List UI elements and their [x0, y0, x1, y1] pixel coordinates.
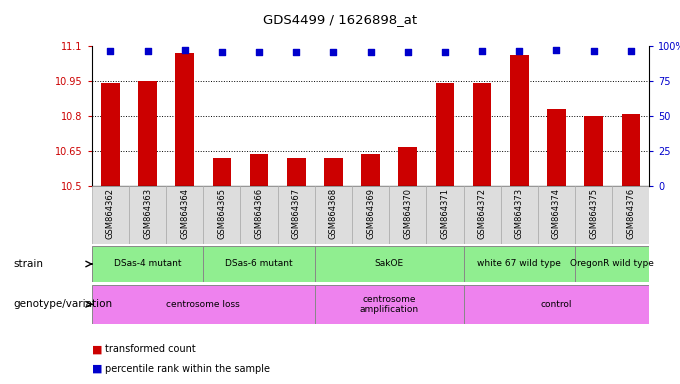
Point	[142, 48, 153, 54]
Bar	[464, 247, 575, 281]
Bar	[92, 186, 129, 244]
Text: white 67 wild type: white 67 wild type	[477, 260, 561, 268]
Text: GSM864364: GSM864364	[180, 188, 189, 239]
Text: transformed count: transformed count	[105, 344, 196, 354]
Text: DSas-4 mutant: DSas-4 mutant	[114, 260, 182, 268]
Bar	[250, 154, 269, 186]
Bar	[584, 116, 603, 186]
Text: GSM864373: GSM864373	[515, 188, 524, 239]
Point	[328, 49, 339, 55]
Point	[254, 49, 265, 55]
Text: GSM864367: GSM864367	[292, 188, 301, 239]
Bar	[166, 186, 203, 244]
Bar	[277, 186, 315, 244]
Text: OregonR wild type: OregonR wild type	[571, 260, 654, 268]
Bar	[287, 158, 305, 186]
Bar	[213, 158, 231, 186]
Text: genotype/variation: genotype/variation	[14, 299, 113, 310]
Bar	[473, 83, 492, 186]
Bar	[361, 154, 380, 186]
Bar	[203, 186, 241, 244]
Bar	[241, 186, 277, 244]
Text: centrosome
amplification: centrosome amplification	[360, 295, 419, 314]
Point	[439, 49, 450, 55]
Bar	[175, 53, 194, 186]
Text: GSM864370: GSM864370	[403, 188, 412, 239]
Text: GSM864368: GSM864368	[329, 188, 338, 239]
Text: GDS4499 / 1626898_at: GDS4499 / 1626898_at	[263, 13, 417, 26]
Bar	[547, 109, 566, 186]
Text: strain: strain	[14, 259, 44, 269]
Text: SakOE: SakOE	[375, 260, 404, 268]
Point	[291, 49, 302, 55]
Bar	[464, 285, 649, 324]
Bar	[510, 55, 528, 186]
Bar	[622, 114, 640, 186]
Text: centrosome loss: centrosome loss	[167, 300, 240, 309]
Bar	[92, 247, 203, 281]
Point	[588, 48, 599, 54]
Text: ■: ■	[92, 364, 102, 374]
Text: control: control	[541, 300, 572, 309]
Bar	[612, 186, 649, 244]
Point	[626, 48, 636, 54]
Bar	[315, 186, 352, 244]
Text: GSM864363: GSM864363	[143, 188, 152, 239]
Text: GSM864376: GSM864376	[626, 188, 635, 239]
Bar	[101, 83, 120, 186]
Point	[365, 49, 376, 55]
Point	[551, 47, 562, 53]
Bar	[500, 186, 538, 244]
Bar	[398, 147, 417, 186]
Bar	[352, 186, 389, 244]
Point	[216, 49, 227, 55]
Point	[514, 48, 525, 54]
Text: GSM864362: GSM864362	[106, 188, 115, 239]
Text: GSM864369: GSM864369	[366, 188, 375, 239]
Point	[403, 49, 413, 55]
Text: GSM864365: GSM864365	[218, 188, 226, 239]
Bar	[538, 186, 575, 244]
Point	[105, 48, 116, 54]
Bar	[324, 158, 343, 186]
Text: GSM864366: GSM864366	[254, 188, 264, 239]
Text: GSM864374: GSM864374	[552, 188, 561, 239]
Bar	[129, 186, 166, 244]
Bar	[138, 81, 157, 186]
Bar	[426, 186, 464, 244]
Text: ■: ■	[92, 344, 102, 354]
Text: GSM864371: GSM864371	[441, 188, 449, 239]
Point	[180, 46, 190, 53]
Bar	[203, 247, 315, 281]
Bar	[575, 247, 649, 281]
Text: percentile rank within the sample: percentile rank within the sample	[105, 364, 271, 374]
Text: GSM864375: GSM864375	[589, 188, 598, 239]
Bar	[315, 247, 464, 281]
Bar	[575, 186, 612, 244]
Point	[477, 48, 488, 54]
Text: GSM864372: GSM864372	[477, 188, 487, 239]
Bar	[389, 186, 426, 244]
Text: DSas-6 mutant: DSas-6 mutant	[225, 260, 293, 268]
Bar	[436, 83, 454, 186]
Bar	[464, 186, 500, 244]
Bar	[315, 285, 464, 324]
Bar	[92, 285, 315, 324]
